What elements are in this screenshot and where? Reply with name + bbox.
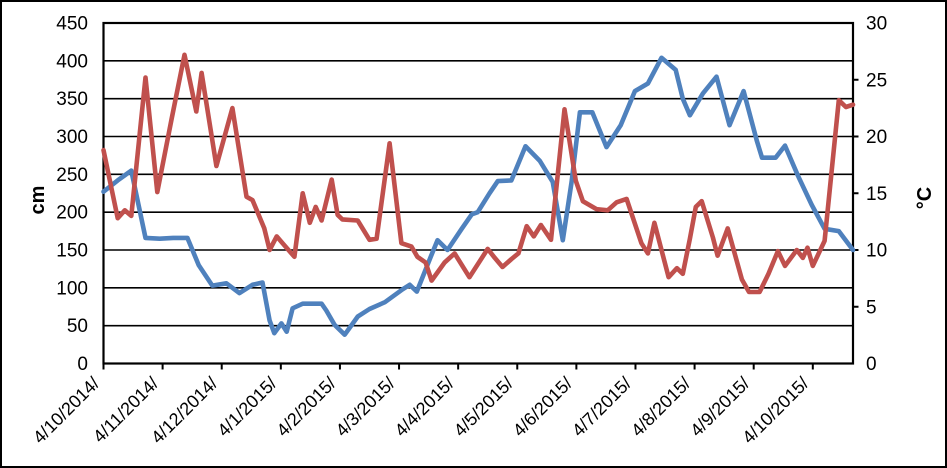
y-tick-label-left: 200 bbox=[56, 203, 88, 224]
y-tick-label-left: 450 bbox=[56, 14, 88, 35]
y-tick-label-left: 400 bbox=[56, 51, 88, 72]
series-lines bbox=[101, 52, 856, 338]
right-axis-title: °C bbox=[914, 187, 936, 209]
y-tick-label-right: 25 bbox=[866, 70, 887, 91]
y-tick-label-right: 10 bbox=[866, 241, 887, 262]
series-line-temperature-c-red bbox=[101, 52, 856, 295]
y-tick-label-left: 50 bbox=[67, 316, 88, 337]
series-line-water-level-cm-blue bbox=[101, 55, 856, 338]
left-axis-title: cm bbox=[27, 186, 49, 215]
y-tick-label-right: 20 bbox=[866, 127, 887, 148]
y-tick-label-right: 15 bbox=[866, 184, 887, 205]
y-tick-label-right: 5 bbox=[866, 297, 877, 318]
y-tick-label-left: 100 bbox=[56, 278, 88, 299]
y-tick-label-right: 0 bbox=[866, 354, 877, 375]
y-tick-label-left: 350 bbox=[56, 89, 88, 110]
y-tick-label-left: 150 bbox=[56, 241, 88, 262]
y-tick-label-right: 30 bbox=[866, 14, 887, 35]
y-tick-label-left: 300 bbox=[56, 127, 88, 148]
y-tick-label-left: 250 bbox=[56, 165, 88, 186]
y-tick-label-left: 0 bbox=[77, 354, 88, 375]
